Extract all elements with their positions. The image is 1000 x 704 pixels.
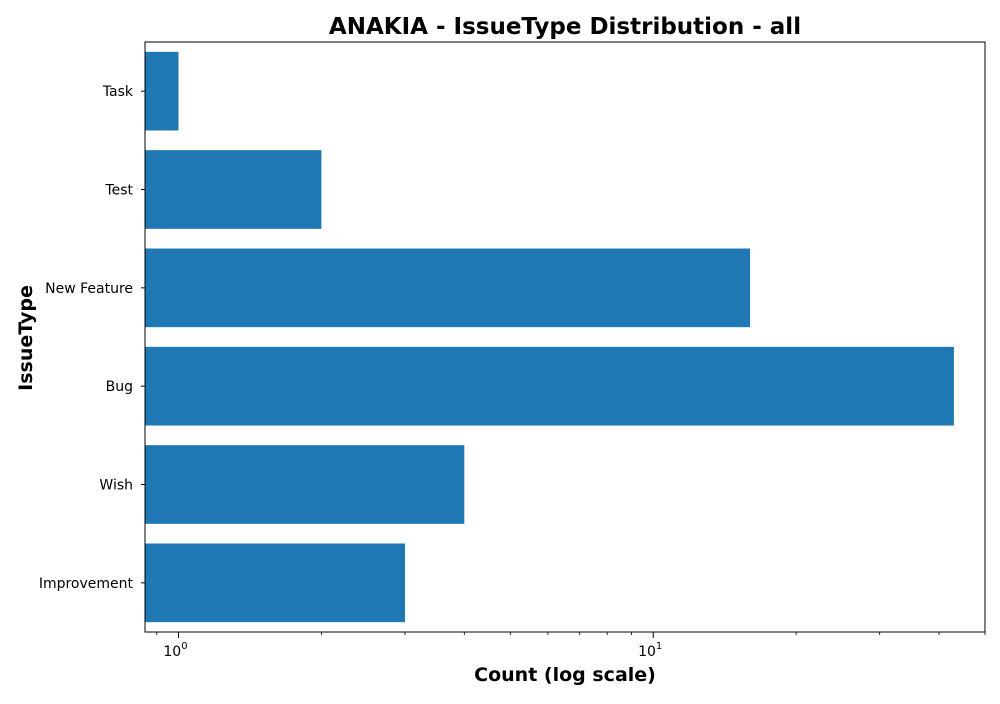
y-axis-label: IssueType xyxy=(15,285,37,391)
y-tick-label: Test xyxy=(104,183,133,199)
y-axis: Task Test New Feature Bug Wish Improvement xyxy=(39,84,145,592)
bar-wish xyxy=(145,445,465,524)
bars-group xyxy=(145,51,954,623)
bar-task xyxy=(145,51,179,131)
y-tick-label: Improvement xyxy=(39,576,134,592)
chart-title: ANAKIA - IssueType Distribution - all xyxy=(329,14,801,40)
x-tick-label: 101 xyxy=(638,641,662,660)
plot-frame xyxy=(144,41,986,633)
x-tick-label: 100 xyxy=(163,641,187,660)
x-axis-label: Count (log scale) xyxy=(474,664,656,686)
y-tick-label: Task xyxy=(102,84,134,100)
y-tick-label: Wish xyxy=(99,478,133,494)
bar-improvement xyxy=(145,543,405,623)
bar-bug xyxy=(145,346,954,426)
y-tick-label: Bug xyxy=(106,379,133,395)
x-axis: 100 101 xyxy=(156,632,986,660)
bar-test xyxy=(145,150,322,229)
y-tick-label: New Feature xyxy=(45,281,133,297)
bar-new-feature xyxy=(145,248,751,328)
